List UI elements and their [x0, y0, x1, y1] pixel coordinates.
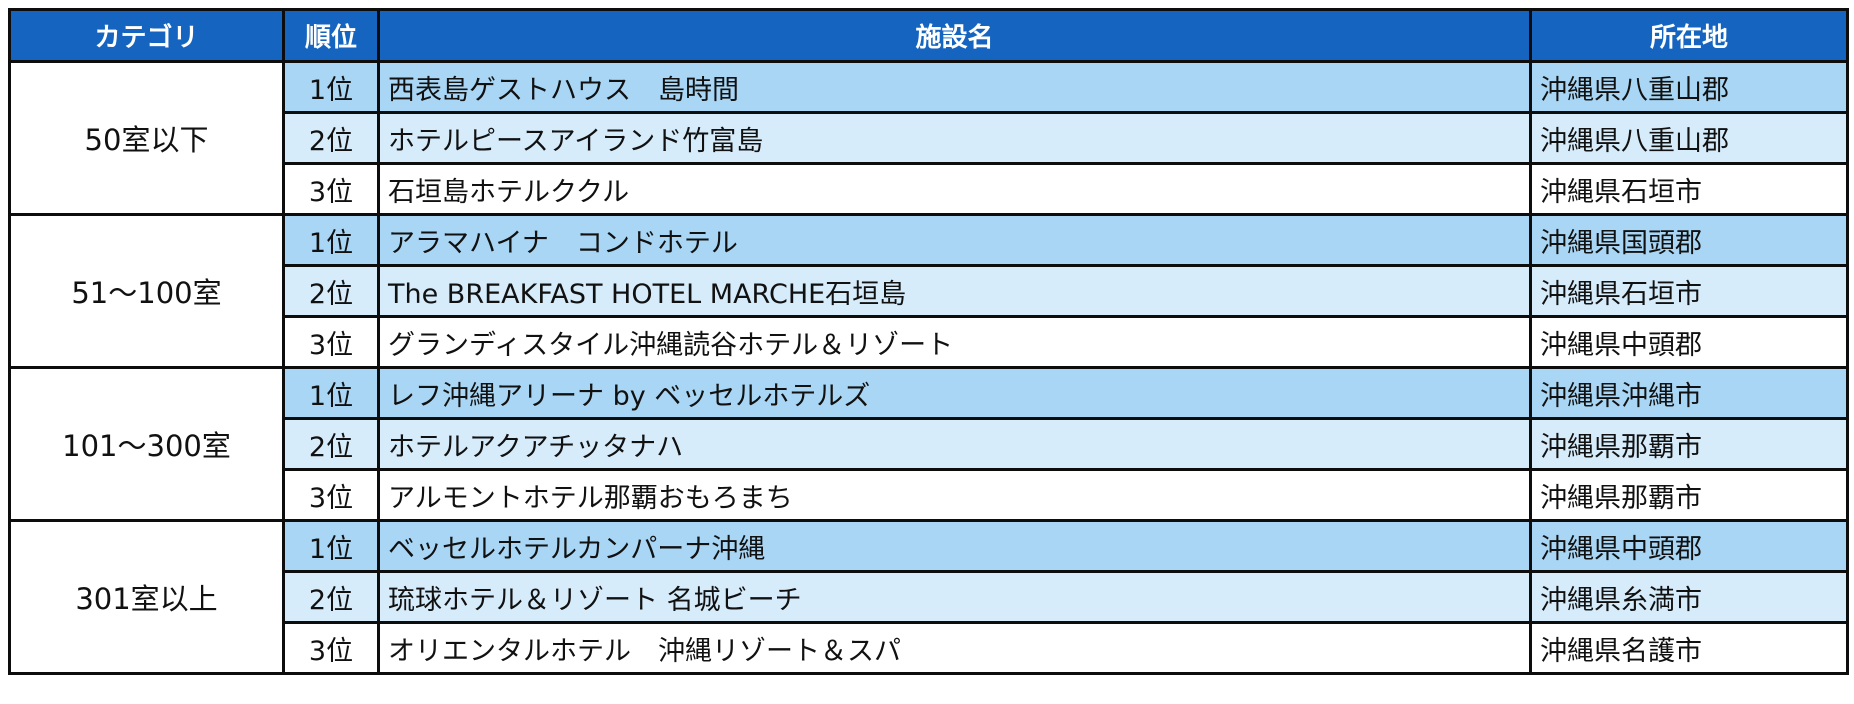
rank-cell: 1位 — [282, 519, 380, 573]
rank-cell: 1位 — [282, 60, 380, 114]
facility-cell: The BREAKFAST HOTEL MARCHE石垣島 — [377, 264, 1532, 318]
table-row: 2位 琉球ホテル＆リゾート 名城ビーチ 沖縄県糸満市 — [10, 570, 1849, 624]
location-cell: 沖縄県沖縄市 — [1529, 366, 1849, 420]
rank-cell: 2位 — [282, 111, 380, 165]
location-cell: 沖縄県那覇市 — [1529, 468, 1849, 522]
location-cell: 沖縄県中頭郡 — [1529, 519, 1849, 573]
category-cell: 101～300室 — [8, 366, 285, 522]
facility-cell: アルモントホテル那覇おもろまち — [377, 468, 1532, 522]
table-row: 51～100室 1位 アラマハイナ コンドホテル 沖縄県国頭郡 — [8, 213, 1849, 369]
category-cell: 51～100室 — [8, 213, 285, 369]
facility-cell: オリエンタルホテル 沖縄リゾート＆スパ — [377, 621, 1532, 675]
table-row: 301室以上 1位 ベッセルホテルカンパーナ沖縄 沖縄県中頭郡 — [8, 519, 1849, 675]
location-cell: 沖縄県八重山郡 — [1529, 60, 1849, 114]
rank-cell: 3位 — [282, 621, 380, 675]
facility-cell: 琉球ホテル＆リゾート 名城ビーチ — [377, 570, 1532, 624]
facility-cell: 西表島ゲストハウス 島時間 — [377, 60, 1532, 114]
table-row: 3位 オリエンタルホテル 沖縄リゾート＆スパ 沖縄県名護市 — [10, 621, 1849, 675]
header-rank: 順位 — [282, 8, 380, 63]
location-cell: 沖縄県八重山郡 — [1529, 111, 1849, 165]
location-cell: 沖縄県石垣市 — [1529, 264, 1849, 318]
rank-cell: 1位 — [282, 366, 380, 420]
header-location: 所在地 — [1529, 8, 1849, 63]
table-row: 3位 グランディスタイル沖縄読谷ホテル＆リゾート 沖縄県中頭郡 — [10, 315, 1849, 369]
facility-cell: ホテルピースアイランド竹富島 — [377, 111, 1532, 165]
table-row: 2位 The BREAKFAST HOTEL MARCHE石垣島 沖縄県石垣市 — [10, 264, 1849, 318]
location-cell: 沖縄県石垣市 — [1529, 162, 1849, 216]
table-row: 2位 ホテルアクアチッタナハ 沖縄県那覇市 — [10, 417, 1849, 471]
category-cell: 50室以下 — [8, 60, 285, 216]
location-cell: 沖縄県名護市 — [1529, 621, 1849, 675]
rank-cell: 2位 — [282, 417, 380, 471]
rank-cell: 3位 — [282, 468, 380, 522]
location-cell: 沖縄県国頭郡 — [1529, 213, 1849, 267]
facility-cell: グランディスタイル沖縄読谷ホテル＆リゾート — [377, 315, 1532, 369]
location-cell: 沖縄県那覇市 — [1529, 417, 1849, 471]
table-row: 3位 アルモントホテル那覇おもろまち 沖縄県那覇市 — [10, 468, 1849, 522]
table-row: 50室以下 1位 西表島ゲストハウス 島時間 沖縄県八重山郡 — [8, 60, 1849, 216]
header-facility: 施設名 — [377, 8, 1532, 63]
rank-cell: 1位 — [282, 213, 380, 267]
rank-cell: 2位 — [282, 264, 380, 318]
rank-cell: 2位 — [282, 570, 380, 624]
facility-cell: アラマハイナ コンドホテル — [377, 213, 1532, 267]
rank-cell: 3位 — [282, 162, 380, 216]
location-cell: 沖縄県中頭郡 — [1529, 315, 1849, 369]
table-row: 3位 石垣島ホテルククル 沖縄県石垣市 — [10, 162, 1849, 216]
facility-cell: レフ沖縄アリーナ by ベッセルホテルズ — [377, 366, 1532, 420]
hotel-ranking-table: カテゴリ 順位 施設名 所在地 50室以下 1位 西表島ゲストハウス 島時間 沖… — [8, 8, 1849, 675]
facility-cell: 石垣島ホテルククル — [377, 162, 1532, 216]
location-cell: 沖縄県糸満市 — [1529, 570, 1849, 624]
header-category: カテゴリ — [8, 8, 285, 63]
facility-cell: ベッセルホテルカンパーナ沖縄 — [377, 519, 1532, 573]
table-row: 2位 ホテルピースアイランド竹富島 沖縄県八重山郡 — [10, 111, 1849, 165]
table-row: 101～300室 1位 レフ沖縄アリーナ by ベッセルホテルズ 沖縄県沖縄市 — [8, 366, 1849, 522]
category-cell: 301室以上 — [8, 519, 285, 675]
rank-cell: 3位 — [282, 315, 380, 369]
header-row: カテゴリ 順位 施設名 所在地 — [8, 8, 1849, 63]
facility-cell: ホテルアクアチッタナハ — [377, 417, 1532, 471]
